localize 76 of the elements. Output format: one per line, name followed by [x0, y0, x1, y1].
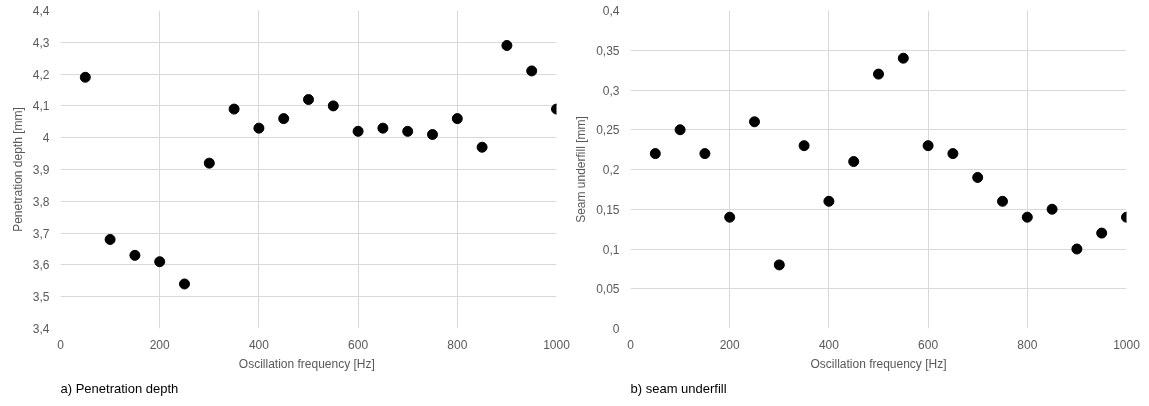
x-tick-label: 1000 [543, 337, 571, 352]
text: b) seam underfill [630, 380, 727, 396]
point [674, 124, 686, 136]
text: a) Penetration depth [60, 380, 179, 396]
x-tick-label: 200 [149, 337, 171, 352]
point [699, 148, 711, 160]
point [1046, 203, 1058, 215]
point [526, 65, 538, 77]
y-tick-label: 3,5 [32, 290, 50, 305]
y-tick-label: 4,3 [32, 35, 50, 50]
point [1096, 227, 1108, 239]
y-tick-label: 0,1 [602, 242, 620, 257]
point [922, 140, 934, 152]
point [79, 71, 91, 83]
point [773, 259, 785, 271]
y-tick-label: 4,4 [32, 4, 50, 18]
point [129, 249, 141, 261]
point [897, 52, 909, 64]
point [798, 140, 810, 152]
x-tick-label: 0 [57, 337, 65, 352]
point [427, 129, 438, 141]
point [104, 233, 116, 245]
point [451, 113, 463, 125]
point [1021, 211, 1033, 223]
y-axis-title: Penetration depth [mm] [10, 107, 25, 232]
point [203, 157, 215, 169]
x-tick-label: 400 [248, 337, 270, 352]
x-tick-label: 200 [719, 337, 741, 352]
x-tick-label: 600 [918, 337, 939, 352]
point [377, 122, 389, 134]
point [352, 125, 364, 137]
point [501, 39, 513, 51]
point [402, 125, 414, 137]
y-tick-label: 4,2 [32, 67, 50, 82]
point [327, 100, 339, 112]
y-tick-label: 4 [42, 131, 50, 146]
point [154, 256, 166, 268]
y-tick-label: 3,7 [32, 226, 50, 241]
point [749, 116, 760, 128]
x-axis-title: Oscillation frequency [Hz] [238, 356, 375, 371]
y-tick-label: 0,05 [596, 282, 620, 297]
point [649, 148, 661, 160]
y-tick-label: 0,35 [596, 43, 620, 58]
x-axis-title: Oscillation frequency [Hz] [810, 356, 947, 371]
point [724, 211, 736, 223]
x-tick-label: 800 [447, 337, 468, 352]
point [947, 148, 959, 160]
point [1071, 243, 1083, 255]
x-tick-label: 400 [818, 337, 840, 352]
x-tick-label: 600 [348, 337, 369, 352]
point [179, 278, 190, 290]
y-tick-label: 0,2 [602, 163, 620, 177]
point [848, 156, 860, 168]
point [997, 195, 1008, 207]
point [476, 141, 488, 153]
y-tick-label: 0,3 [602, 83, 620, 98]
point [972, 171, 984, 183]
y-tick-label: 4,1 [32, 99, 50, 114]
x-tick-label: 1000 [1113, 337, 1141, 352]
point [823, 195, 835, 207]
point [278, 113, 290, 125]
point [253, 122, 265, 134]
y-tick-label: 0,15 [596, 202, 620, 217]
point [228, 103, 240, 115]
point [873, 68, 884, 80]
y-tick-label: 3,4 [32, 322, 50, 336]
y-tick-label: 0,25 [596, 123, 620, 138]
y-tick-label: 0 [612, 322, 620, 336]
y-tick-label: 3,9 [32, 163, 50, 177]
y-tick-label: 3,6 [32, 258, 50, 273]
x-tick-label: 0 [627, 337, 635, 352]
y-tick-label: 0,4 [602, 4, 620, 18]
y-axis-title: Seam underfill [mm] [574, 116, 589, 223]
x-tick-label: 800 [1017, 337, 1038, 352]
y-tick-label: 3,8 [32, 194, 50, 209]
point [303, 94, 314, 106]
